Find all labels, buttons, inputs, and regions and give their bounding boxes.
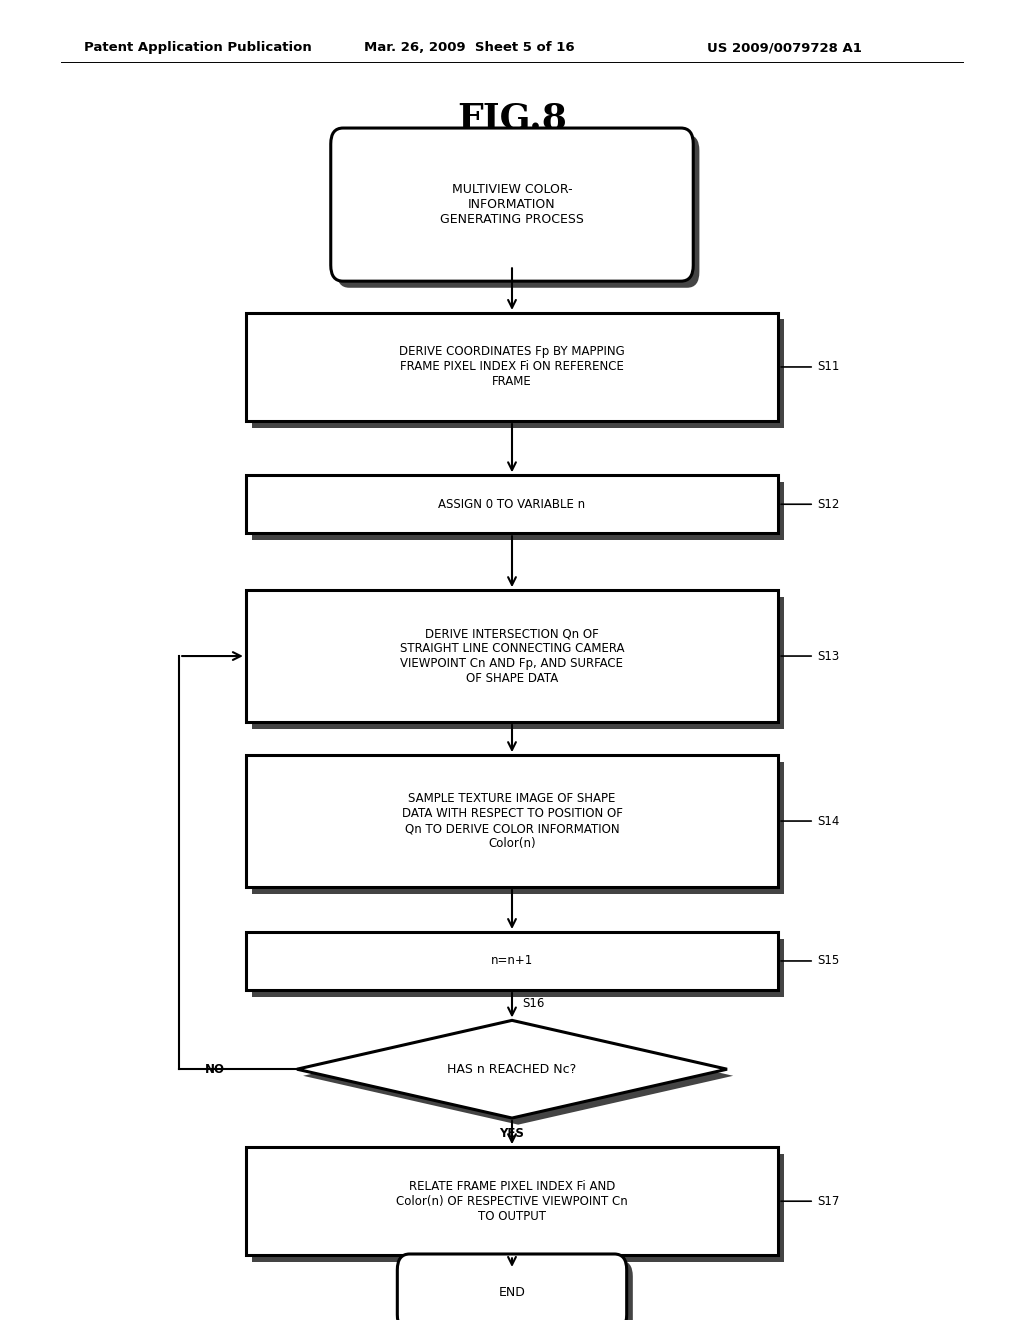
Text: NO: NO [205,1063,225,1076]
FancyBboxPatch shape [403,1261,633,1320]
Bar [246,755,778,887]
Bar [252,1154,784,1262]
Text: END: END [499,1286,525,1299]
Text: Mar. 26, 2009  Sheet 5 of 16: Mar. 26, 2009 Sheet 5 of 16 [364,41,574,54]
Bar [246,1147,778,1255]
FancyBboxPatch shape [331,128,693,281]
Bar [252,939,784,997]
Bar [252,482,784,540]
Bar [246,475,778,533]
Text: MULTIVIEW COLOR-
INFORMATION
GENERATING PROCESS: MULTIVIEW COLOR- INFORMATION GENERATING … [440,183,584,226]
Text: S16: S16 [522,997,545,1010]
Text: S14: S14 [817,814,840,828]
Bar [246,313,778,421]
Text: YES: YES [500,1127,524,1140]
Text: FIG.8: FIG.8 [457,102,567,136]
Bar [246,590,778,722]
Bar [252,597,784,729]
Bar [252,762,784,894]
Text: DERIVE COORDINATES Fp BY MAPPING
FRAME PIXEL INDEX Fi ON REFERENCE
FRAME: DERIVE COORDINATES Fp BY MAPPING FRAME P… [399,346,625,388]
Text: S12: S12 [817,498,840,511]
Text: S13: S13 [817,649,840,663]
Text: ASSIGN 0 TO VARIABLE n: ASSIGN 0 TO VARIABLE n [438,498,586,511]
Text: S11: S11 [817,360,840,374]
Text: Patent Application Publication: Patent Application Publication [84,41,311,54]
Polygon shape [297,1020,727,1118]
Polygon shape [303,1027,733,1125]
Text: HAS n REACHED Nc?: HAS n REACHED Nc? [447,1063,577,1076]
FancyBboxPatch shape [397,1254,627,1320]
Text: DERIVE INTERSECTION Qn OF
STRAIGHT LINE CONNECTING CAMERA
VIEWPOINT Cn AND Fp, A: DERIVE INTERSECTION Qn OF STRAIGHT LINE … [399,627,625,685]
Bar [246,932,778,990]
Text: n=n+1: n=n+1 [490,954,534,968]
Bar [252,319,784,428]
FancyBboxPatch shape [337,135,699,288]
Text: RELATE FRAME PIXEL INDEX Fi AND
Color(n) OF RESPECTIVE VIEWPOINT Cn
TO OUTPUT: RELATE FRAME PIXEL INDEX Fi AND Color(n)… [396,1180,628,1222]
Text: SAMPLE TEXTURE IMAGE OF SHAPE
DATA WITH RESPECT TO POSITION OF
Qn TO DERIVE COLO: SAMPLE TEXTURE IMAGE OF SHAPE DATA WITH … [401,792,623,850]
Text: S15: S15 [817,954,840,968]
Text: S17: S17 [817,1195,840,1208]
Text: US 2009/0079728 A1: US 2009/0079728 A1 [707,41,861,54]
